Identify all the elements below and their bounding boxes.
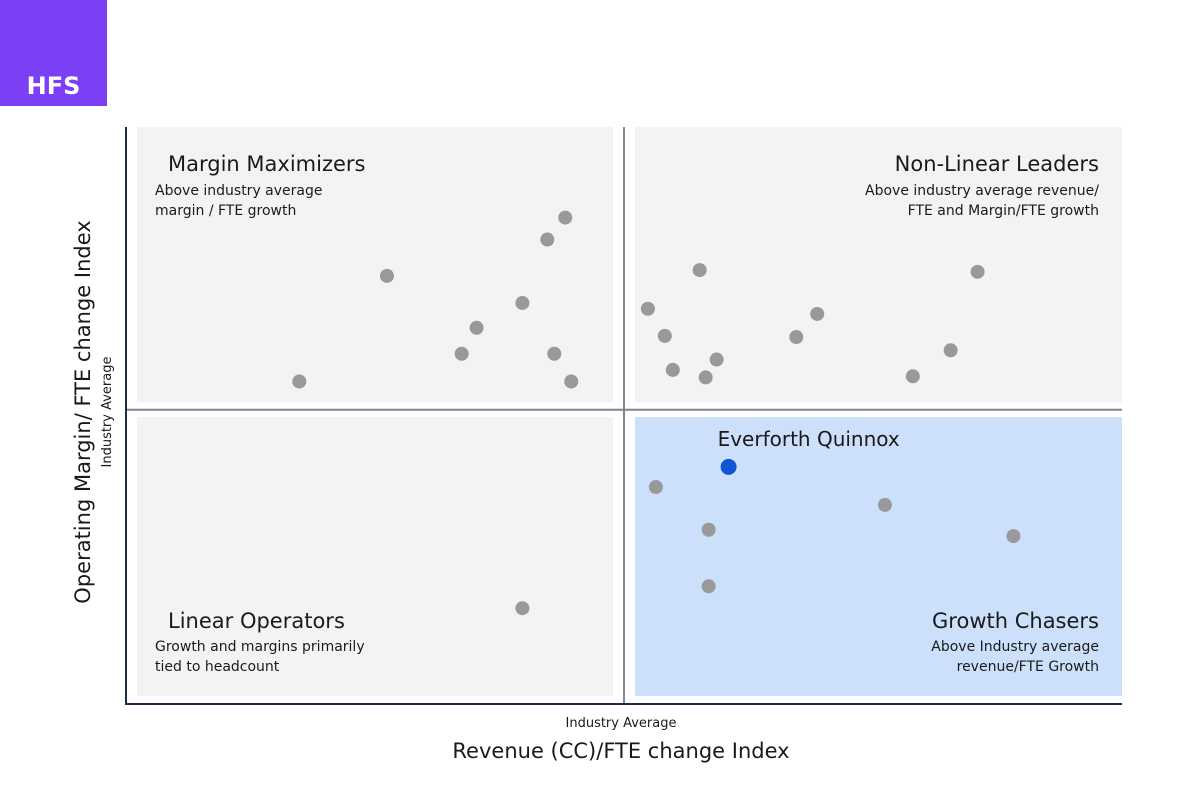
quadrant-desc-line: Growth and margins primarily <box>155 639 365 655</box>
quadrant-margin-maximizers <box>137 127 613 403</box>
quadrant-desc-line: Above Industry average <box>931 639 1099 655</box>
data-point <box>292 374 307 389</box>
data-point <box>905 369 920 384</box>
data-points <box>292 210 1021 616</box>
data-point <box>640 301 655 316</box>
data-point <box>701 579 716 594</box>
quadrant-growth-chasers <box>635 417 1122 696</box>
data-point <box>665 362 680 377</box>
highlight-point <box>720 458 737 475</box>
data-point <box>970 264 985 279</box>
quadrant-title-linear-operators: Linear Operators <box>168 609 345 633</box>
data-point <box>789 330 804 345</box>
quadrant-desc-line: margin / FTE growth <box>155 203 296 219</box>
quadrant-title-margin-maximizers: Margin Maximizers <box>168 152 365 176</box>
data-point <box>379 268 394 283</box>
data-point <box>701 522 716 537</box>
data-point <box>558 210 573 225</box>
quadrant-desc-line: Above industry average revenue/ <box>865 183 1099 199</box>
quadrant-title-growth-chasers: Growth Chasers <box>932 609 1099 633</box>
data-point <box>564 374 579 389</box>
data-point <box>810 306 825 321</box>
data-point <box>1006 529 1021 544</box>
data-point <box>547 346 562 361</box>
quadrant-desc-line: Above industry average <box>155 183 323 199</box>
highlight-label: Everforth Quinnox <box>718 427 900 451</box>
quadrant-desc-line: revenue/FTE Growth <box>957 659 1099 675</box>
data-point <box>515 295 530 310</box>
quadrant-linear-operators <box>137 417 613 696</box>
data-point <box>540 232 555 247</box>
data-point <box>469 320 484 335</box>
x-axis-title: Revenue (CC)/FTE change Index <box>452 739 789 763</box>
quadrant-desc-line: FTE and Margin/FTE growth <box>908 203 1099 219</box>
data-point <box>698 370 713 385</box>
data-point <box>454 346 469 361</box>
data-point <box>515 601 530 616</box>
y-axis-title: Operating Margin/ FTE change Index <box>71 220 95 603</box>
quadrant-title-non-linear-leaders: Non-Linear Leaders <box>895 152 1099 176</box>
data-point <box>648 480 663 495</box>
data-point <box>709 352 724 367</box>
x-reference-label: Industry Average <box>566 716 677 731</box>
data-point <box>692 263 707 278</box>
data-point <box>657 328 672 343</box>
data-point <box>877 497 892 512</box>
logo-text: HFS <box>26 72 81 100</box>
data-point <box>943 343 958 358</box>
hfs-logo: HFS <box>0 0 107 106</box>
y-reference-label: Industry Average <box>100 357 115 468</box>
quadrant-desc-line: tied to headcount <box>155 659 280 675</box>
